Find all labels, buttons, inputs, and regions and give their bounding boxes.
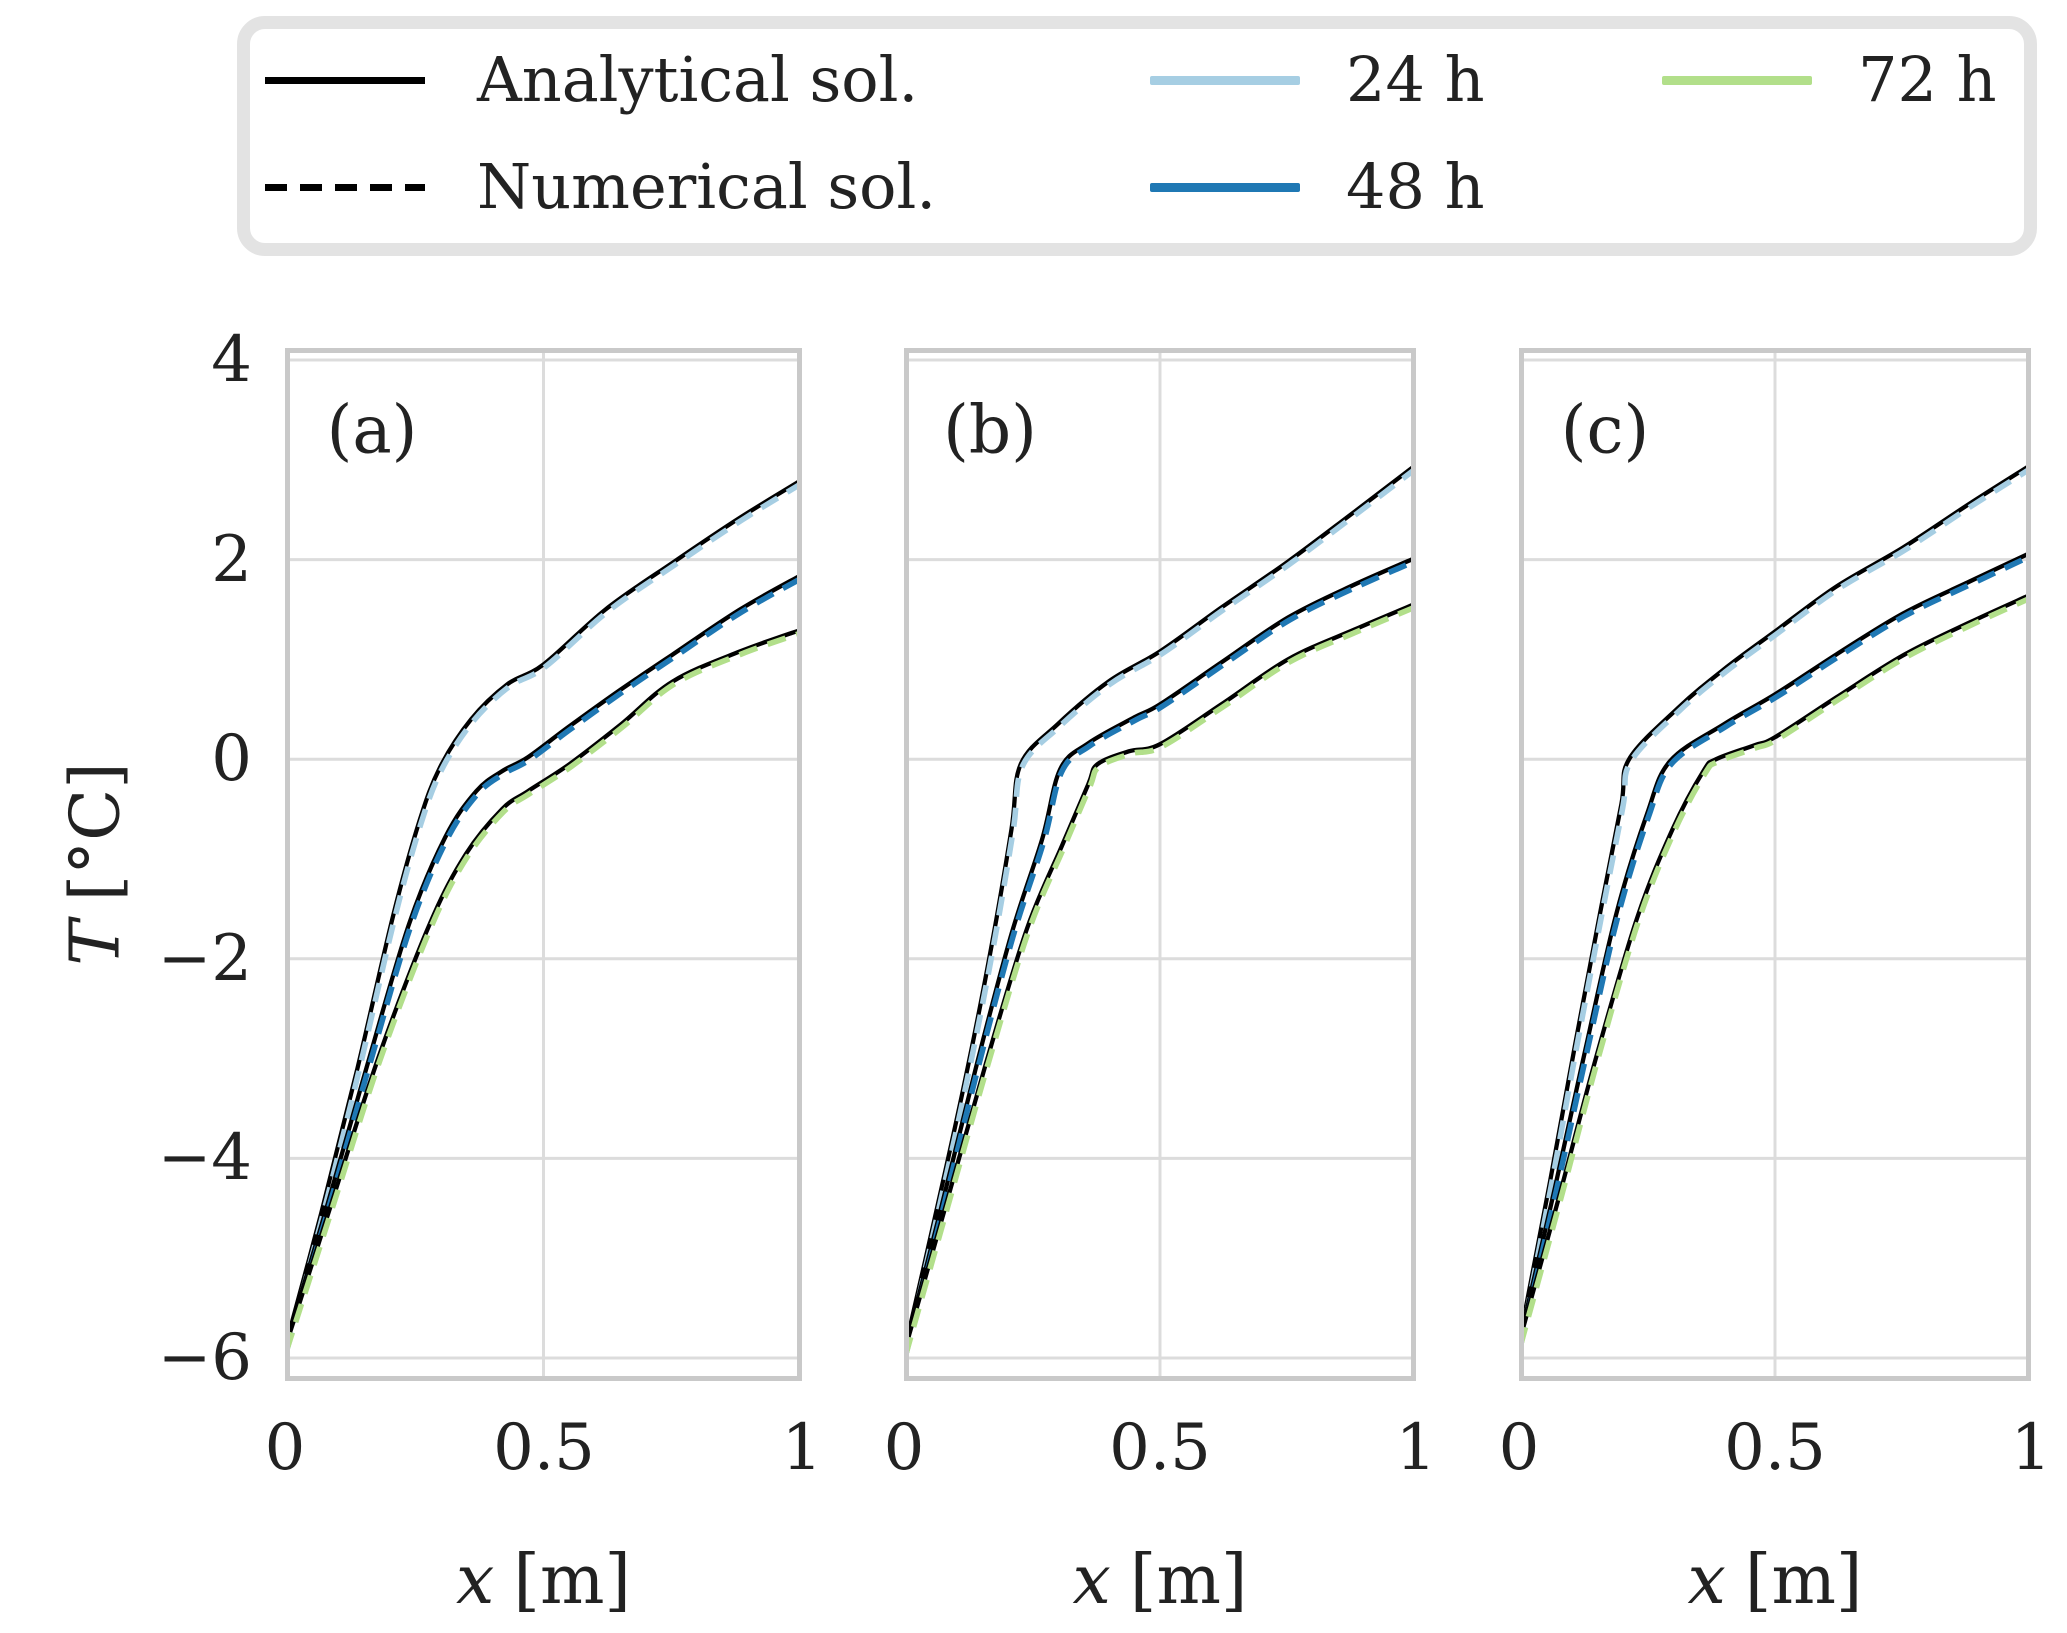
subplot-a: [285, 348, 802, 1381]
x-axis-label: x [m]: [285, 1528, 802, 1633]
x-axis-variable: x: [1687, 1541, 1726, 1620]
x-tick-label: 0.5: [1109, 1411, 1211, 1485]
legend-box: Analytical sol. Numerical sol. 24 h 48 h…: [237, 16, 2037, 256]
legend-label: Numerical sol.: [477, 150, 937, 223]
subplot-b: [904, 348, 1416, 1381]
color-line-swatch: [1662, 76, 1812, 85]
legend-label: Analytical sol.: [477, 43, 919, 116]
subplot-label-b: (b): [943, 391, 1037, 469]
y-tick-label: −6: [157, 1321, 252, 1395]
plot-area: [1519, 348, 2031, 1381]
x-tick-label: 0.5: [1724, 1411, 1826, 1485]
y-tick-label: 4: [211, 323, 252, 397]
x-tick-label: 1: [781, 1411, 823, 1485]
x-axis-label: x [m]: [904, 1528, 1416, 1633]
x-axis-unit: [m]: [1744, 1541, 1863, 1620]
x-axis-unit: [m]: [513, 1541, 631, 1620]
x-tick-label: 0: [883, 1411, 925, 1485]
x-tick-label: 0: [1498, 1411, 1540, 1485]
legend-label: 24 h: [1346, 43, 1485, 116]
color-line-swatch: [1150, 183, 1300, 192]
color-line-swatch: [1150, 76, 1300, 85]
dashed-line-swatch: [265, 184, 425, 191]
x-axis-ticks: 0 0.5 1: [884, 1398, 1437, 1498]
y-tick-label: −2: [157, 922, 252, 996]
subplot-c: [1519, 348, 2031, 1381]
x-tick-label: 1: [2010, 1411, 2052, 1485]
y-axis-ticks: 4 2 0 −2 −4 −6: [0, 323, 252, 1395]
y-tick-label: 0: [211, 722, 252, 796]
solid-line-swatch: [265, 77, 425, 84]
legend-label: 48 h: [1346, 150, 1485, 223]
plot-area: [285, 348, 802, 1381]
x-axis-ticks: 0 0.5 1: [265, 1398, 823, 1498]
legend-label: 72 h: [1858, 43, 1997, 116]
plot-area: [904, 348, 1416, 1381]
y-tick-label: 2: [211, 523, 252, 597]
x-axis-ticks: 0 0.5 1: [1499, 1398, 2052, 1498]
x-axis-unit: [m]: [1129, 1541, 1248, 1620]
subplot-label-a: (a): [326, 391, 418, 469]
x-axis-label: x [m]: [1519, 1528, 2031, 1633]
x-tick-label: 0.5: [493, 1411, 595, 1485]
x-tick-label: 0: [264, 1411, 306, 1485]
subplot-label-c: (c): [1560, 391, 1650, 469]
x-tick-label: 1: [1395, 1411, 1437, 1485]
x-axis-variable: x: [456, 1541, 495, 1620]
y-tick-label: −4: [157, 1121, 252, 1195]
x-axis-variable: x: [1072, 1541, 1111, 1620]
